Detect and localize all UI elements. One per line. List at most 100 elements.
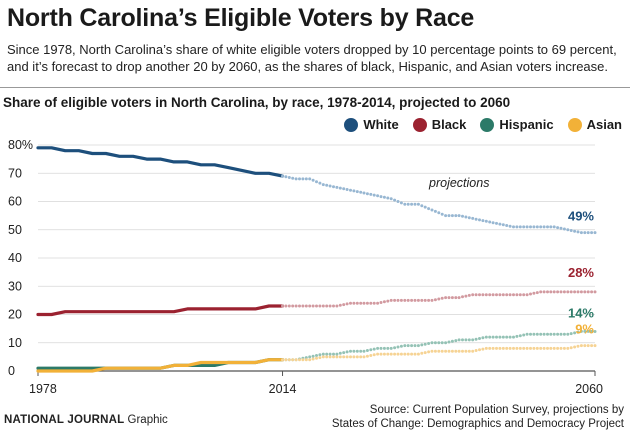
projection-dot-hispanic — [321, 352, 325, 356]
projection-dot-white — [556, 226, 560, 230]
projection-dot-black — [566, 290, 570, 294]
projection-dot-asian — [359, 355, 363, 359]
y-tick-label: 0 — [8, 364, 15, 378]
projection-dot-white — [522, 225, 526, 229]
projection-dot-black — [529, 292, 532, 296]
projection-dot-asian — [386, 352, 390, 356]
projection-dot-asian — [478, 348, 481, 352]
projection-dot-asian — [440, 349, 444, 353]
projection-dot-asian — [284, 358, 288, 362]
projection-dot-white — [304, 177, 308, 181]
projection-dot-black — [393, 298, 397, 302]
series-line-asian — [36, 358, 285, 373]
projection-dot-hispanic — [311, 354, 315, 358]
legend: White Black Hispanic Asian — [344, 117, 622, 132]
projection-dot-black — [311, 304, 315, 308]
projection-dot-black — [369, 301, 373, 305]
projection-dot-white — [501, 223, 505, 227]
projection-dot-black — [423, 298, 427, 302]
projection-dot-black — [413, 298, 417, 302]
legend-dot-asian — [567, 117, 582, 132]
footer-credit: NATIONAL JOURNAL Graphic — [4, 414, 168, 426]
projection-dot-asian — [382, 352, 386, 356]
projection-dot-hispanic — [508, 335, 512, 339]
projection-dot-white — [437, 211, 441, 215]
projection-dot-asian — [399, 352, 403, 356]
projection-dot-asian — [481, 347, 485, 351]
end-label-hispanic: 14% — [568, 305, 594, 320]
projection-dot-asian — [444, 349, 448, 353]
page-subtitle: Since 1978, North Carolina’s share of wh… — [7, 42, 617, 74]
projection-dot-black — [386, 299, 390, 303]
projection-dot-black — [525, 293, 529, 297]
projection-dot-hispanic — [447, 340, 451, 344]
y-tick-label: 40 — [8, 251, 22, 265]
projection-dot-hispanic — [430, 341, 434, 345]
projection-dot-hispanic — [416, 344, 420, 348]
projection-dot-asian — [464, 349, 468, 353]
projection-dot-white — [542, 225, 546, 229]
projection-dot-black — [345, 302, 349, 306]
projection-dot-white — [559, 226, 563, 230]
projection-dot-black — [352, 301, 356, 305]
projection-dot-black — [461, 295, 464, 299]
projection-dot-white — [552, 225, 556, 229]
projection-dot-white — [569, 229, 573, 232]
projection-dot-asian — [403, 352, 407, 356]
projection-dot-hispanic — [308, 355, 312, 359]
legend-label-black: Black — [431, 117, 467, 132]
projection-dot-black — [583, 290, 587, 294]
projection-dot-black — [281, 304, 284, 308]
projection-dot-white — [359, 190, 363, 194]
projection-dot-black — [440, 296, 444, 300]
projection-dot-asian — [379, 352, 383, 356]
projection-dot-white — [399, 201, 403, 205]
projection-dot-white — [427, 207, 431, 211]
legend-item-asian: Asian — [567, 117, 622, 132]
projection-dot-hispanic — [569, 332, 573, 336]
end-label-white: 49% — [568, 209, 594, 224]
projection-dot-hispanic — [338, 351, 342, 355]
projection-dot-asian — [413, 352, 417, 356]
projection-dot-hispanic — [325, 352, 329, 356]
projection-dot-asian — [315, 356, 318, 360]
projection-dot-black — [508, 293, 512, 297]
projection-dot-hispanic — [515, 334, 519, 338]
projection-dot-asian — [328, 355, 332, 359]
projection-dot-white — [467, 216, 471, 220]
projection-dot-asian — [505, 346, 509, 350]
projection-dot-white — [488, 220, 492, 224]
projection-dot-black — [372, 301, 376, 305]
projection-dot-black — [355, 301, 359, 305]
projection-dot-black — [420, 298, 424, 302]
projection-dot-black — [396, 298, 400, 302]
projection-dot-white — [396, 200, 400, 203]
projection-dot-black — [552, 290, 556, 294]
projection-dot-hispanic — [359, 349, 363, 353]
end-label-black: 28% — [568, 265, 594, 280]
projection-dot-asian — [454, 349, 458, 353]
projection-dot-white — [515, 225, 519, 229]
projection-dot-hispanic — [349, 349, 352, 353]
projection-dot-white — [403, 202, 407, 206]
projection-dot-asian — [352, 355, 356, 359]
projection-dot-asian — [457, 349, 461, 353]
y-tick-label: 80% — [8, 138, 33, 152]
projection-dot-black — [539, 290, 543, 294]
projection-dot-hispanic — [437, 341, 441, 345]
projection-dot-hispanic — [495, 335, 498, 339]
projection-dot-black — [586, 290, 590, 294]
projection-dot-white — [484, 219, 488, 223]
projection-dot-white — [321, 183, 325, 187]
projection-dot-black — [284, 304, 288, 308]
projection-dot-white — [461, 214, 464, 218]
projection-dot-white — [498, 222, 502, 226]
legend-item-white: White — [344, 117, 399, 132]
projection-dot-black — [532, 291, 536, 295]
projection-dot-black — [522, 293, 526, 297]
projection-dot-asian — [593, 344, 597, 348]
projection-dot-black — [559, 290, 563, 294]
projection-dot-black — [491, 293, 495, 297]
projection-dot-black — [321, 304, 325, 308]
